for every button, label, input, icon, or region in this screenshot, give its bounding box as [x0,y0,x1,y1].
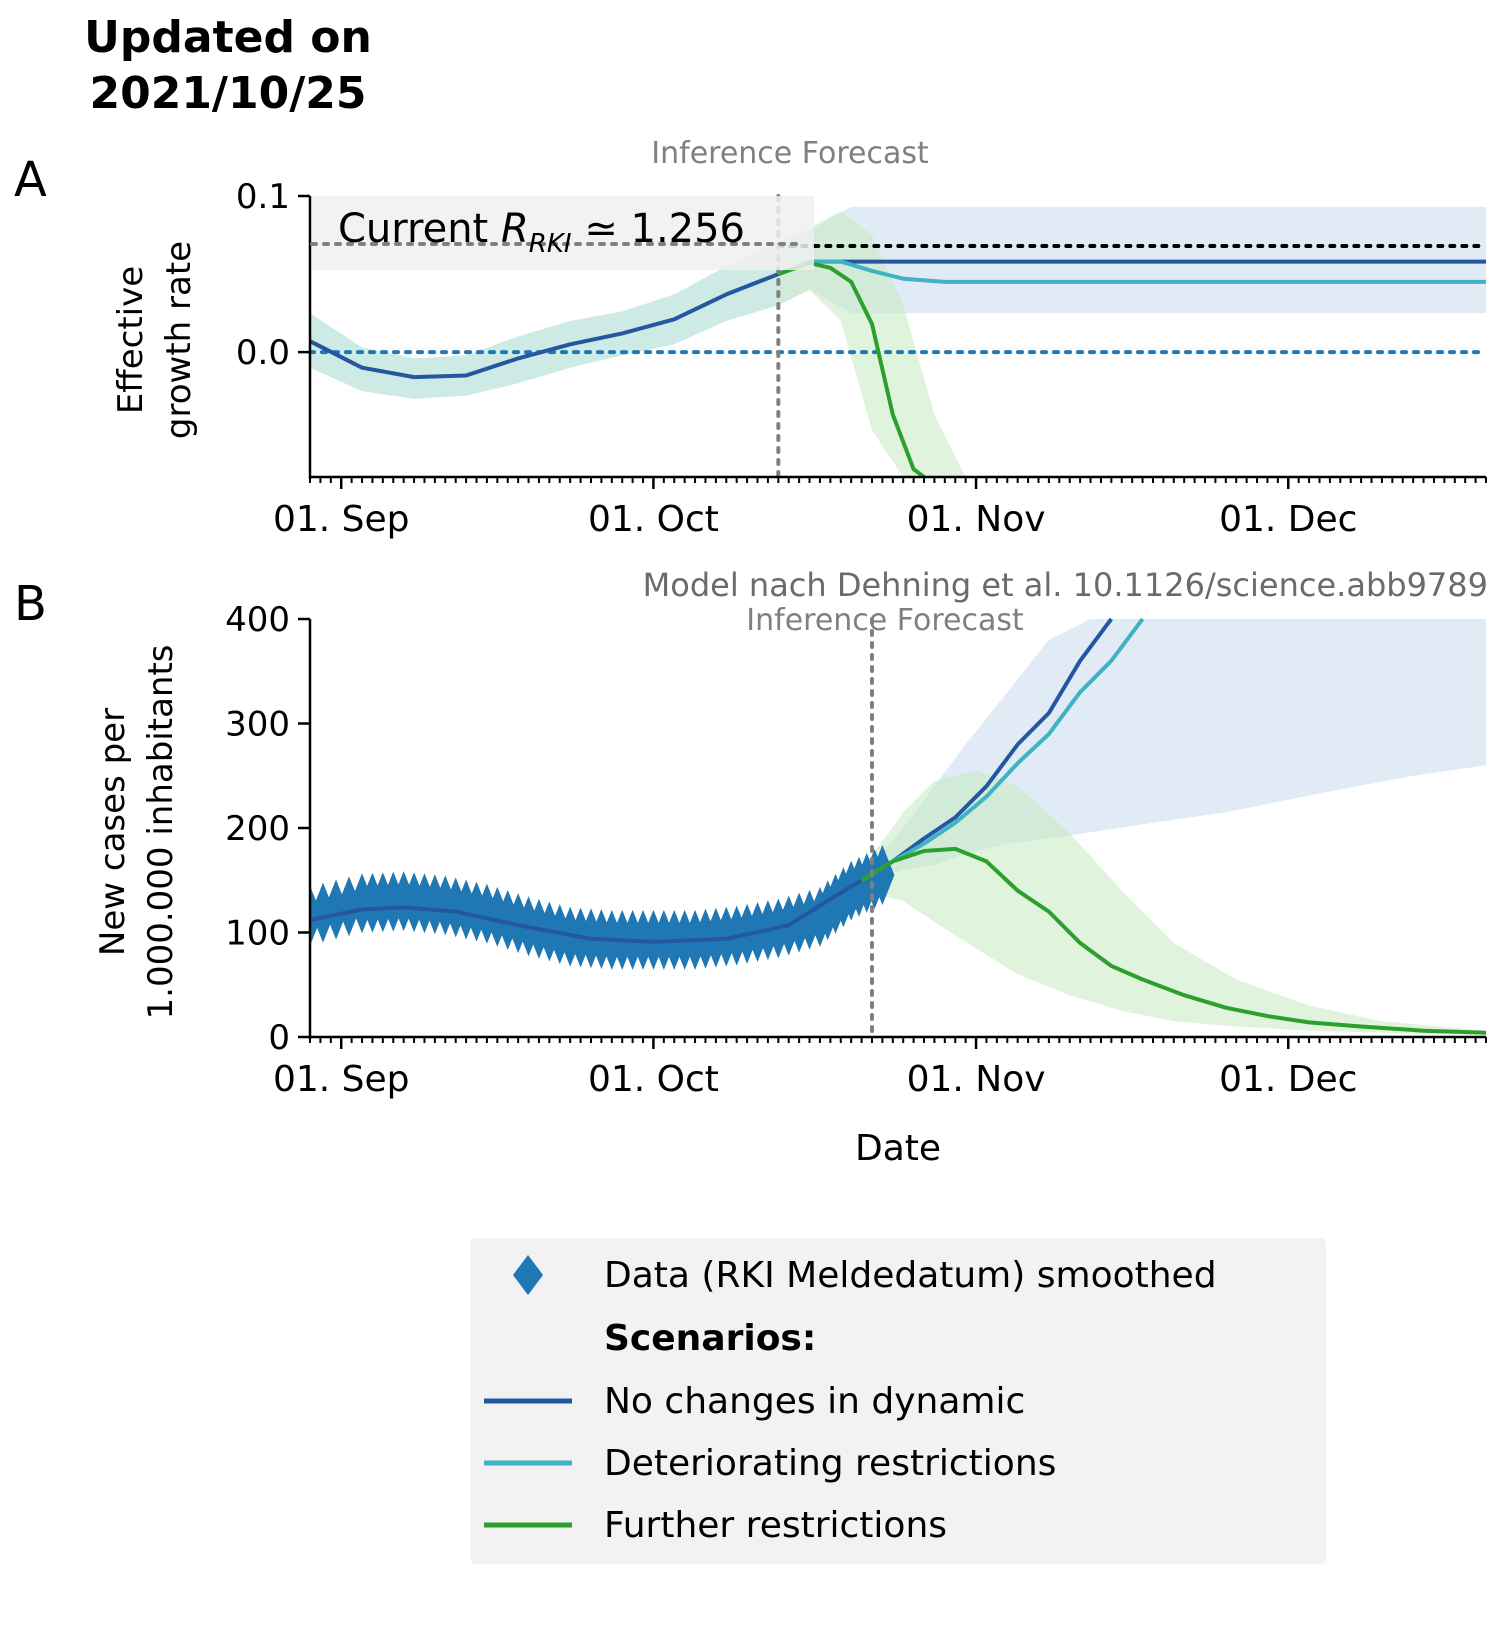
band-further-restrictions [778,211,966,477]
band-further-restrictions [861,770,1486,1035]
x-minor-ticks [309,1037,1487,1043]
band-inference [310,242,779,399]
legend-data-label: Data (RKI Meldedatum) smoothed [604,1255,1217,1296]
x-tick-label: 01. Nov [907,499,1046,540]
panel-b-ylabel-line1: New cases per [93,708,133,956]
series-line-deteriorating [860,617,1145,883]
panel-a-letter: A [14,152,47,208]
updated-title-line2: 2021/10/25 [89,68,366,119]
series-line-no-change [310,617,1113,944]
y-tick-label: 400 [225,600,290,640]
legend-label-further: Further restrictions [604,1505,947,1546]
x-tick-label: 01. Sep [273,499,410,540]
current-r-label: Current RRKI ≃ 1.256 [338,206,745,259]
y-tick-label: 100 [225,914,290,954]
panel-b-phase-label: Inference Forecast [746,603,1024,638]
legend-label-deteriorating: Deteriorating restrictions [604,1443,1056,1484]
panel-a-phase-label: Inference Forecast [651,136,929,171]
y-tick-label: 0 [268,1018,290,1058]
y-tick-label: 0.1 [236,177,290,217]
series-line-deteriorating [777,259,1486,284]
series-line-further-restrictions [860,846,1486,1035]
y-tick-label: 200 [225,809,290,849]
panel-a-ylabel-line2: growth rate [159,241,199,439]
x-tick-label: 01. Dec [1219,1059,1357,1100]
x-tick-label: 01. Oct [588,1059,719,1100]
y-tick-label: 300 [225,705,290,745]
x-tick-label: 01. Dec [1219,499,1357,540]
x-minor-ticks [309,477,1487,483]
current-r-box [312,196,814,270]
x-tick-label: 01. Sep [273,1059,410,1100]
legend-label-no-change: No changes in dynamic [604,1381,1025,1422]
panel-b-xlabel: Date [855,1128,941,1169]
panel-b-source-note: Model nach Dehning et al. 10.1126/scienc… [643,566,1488,604]
legend-box [470,1238,1326,1564]
panel-A-plot-area [310,206,1486,477]
updated-title-line1: Updated on [84,12,372,63]
legend-data-marker-icon [513,1255,543,1295]
x-tick-label: 01. Oct [588,499,719,540]
panel-a-ylabel-line1: Effective [111,266,151,414]
panel-a-plot: 0.0 0.1 01. Sep 01. Oct 01. Nov 01. Dec Curren… [236,177,1487,540]
panel-b-letter: B [14,576,47,632]
data-markers [310,845,895,970]
data-marker [870,845,895,906]
legend: Data (RKI Meldedatum) smoothed Scenarios… [470,1238,1326,1564]
x-tick-label: 01. Nov [907,1059,1046,1100]
panel-b-plot: 0 100 200 300 400 01. Sep 01. Oct 01. Nov 01. De… [225,600,1487,1100]
y-tick-label: 0.0 [236,333,290,373]
legend-scenarios-title: Scenarios: [604,1318,816,1359]
panel-B-plot-area [310,617,1486,1035]
panel-b-ylabel-line2: 1.000.000 inhabitants [141,644,181,1019]
